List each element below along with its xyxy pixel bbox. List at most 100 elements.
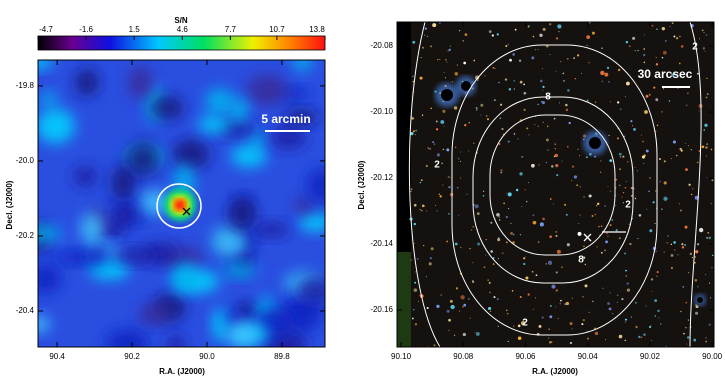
star: [564, 303, 567, 306]
star: [689, 252, 693, 256]
star: [410, 191, 412, 193]
star: [600, 160, 602, 162]
star: [676, 37, 679, 40]
star: [510, 222, 512, 224]
y-axis-label: Decl. (J2000): [5, 180, 14, 229]
star: [525, 256, 527, 258]
star: [698, 110, 700, 112]
star: [595, 101, 597, 103]
star: [611, 312, 614, 315]
x-tick-label: 90.2: [124, 352, 140, 361]
star: [424, 34, 426, 36]
star: [419, 181, 422, 184]
star: [621, 298, 624, 301]
noise-blob: [105, 329, 150, 347]
star: [464, 123, 467, 127]
star: [437, 59, 439, 61]
star: [498, 216, 500, 218]
star: [707, 231, 710, 234]
star: [460, 295, 465, 300]
star: [532, 214, 535, 217]
star: [443, 125, 445, 127]
star: [555, 271, 558, 274]
star: [594, 155, 597, 158]
colorbar-tick-label: -1.6: [79, 25, 93, 34]
star: [607, 235, 609, 237]
star: [505, 44, 508, 48]
star: [514, 28, 517, 31]
star: [643, 163, 645, 165]
star: [682, 286, 685, 288]
star: [650, 339, 652, 342]
star: [561, 266, 563, 268]
star: [675, 154, 678, 157]
star: [546, 125, 549, 127]
star: [447, 50, 449, 52]
star: [601, 80, 603, 82]
star: [582, 296, 584, 298]
star: [549, 341, 552, 344]
bright-star: [461, 81, 471, 91]
star: [643, 333, 646, 336]
star: [630, 120, 633, 123]
star: [554, 143, 556, 145]
star: [663, 251, 665, 253]
star: [420, 57, 422, 59]
y-axis-label: Decl. (J2000): [357, 160, 366, 209]
star: [500, 171, 503, 174]
star: [695, 311, 699, 315]
star: [506, 312, 509, 315]
star: [697, 286, 699, 288]
star: [685, 143, 687, 145]
star: [625, 275, 627, 277]
star: [673, 35, 676, 38]
star: [456, 187, 459, 189]
star: [519, 234, 522, 236]
star: [553, 155, 555, 158]
star: [473, 59, 476, 62]
star: [503, 202, 506, 205]
star: [537, 241, 540, 243]
star: [500, 169, 503, 172]
star: [619, 155, 622, 158]
star: [697, 72, 699, 75]
star: [594, 331, 599, 336]
star: [534, 49, 537, 51]
star: [705, 337, 707, 339]
noise-blob: [229, 96, 249, 124]
star: [663, 196, 668, 201]
star: [684, 244, 686, 246]
star: [624, 96, 626, 98]
noise-blob: [127, 66, 154, 100]
star: [588, 311, 590, 313]
star: [663, 160, 666, 163]
contour-label: 2: [625, 200, 631, 211]
star: [435, 128, 439, 131]
star: [498, 81, 500, 84]
star: [523, 257, 526, 260]
star: [619, 108, 622, 110]
star: [703, 31, 705, 34]
x-tick-label: 90.4: [49, 352, 65, 361]
star: [532, 220, 537, 225]
star: [686, 104, 688, 106]
star: [442, 148, 445, 151]
star: [669, 26, 671, 28]
star: [460, 151, 462, 153]
sn-map: [38, 60, 325, 347]
colorbar-tick-label: 4.6: [177, 25, 189, 34]
star: [607, 302, 610, 305]
star: [419, 76, 423, 80]
star: [496, 213, 500, 217]
star: [555, 230, 558, 233]
star: [566, 243, 570, 247]
star: [414, 271, 417, 273]
star: [446, 61, 448, 63]
star: [513, 133, 516, 135]
star: [488, 281, 491, 284]
star: [691, 256, 694, 259]
star: [621, 196, 623, 198]
star: [471, 279, 474, 282]
star: [670, 157, 672, 159]
star: [555, 289, 559, 292]
